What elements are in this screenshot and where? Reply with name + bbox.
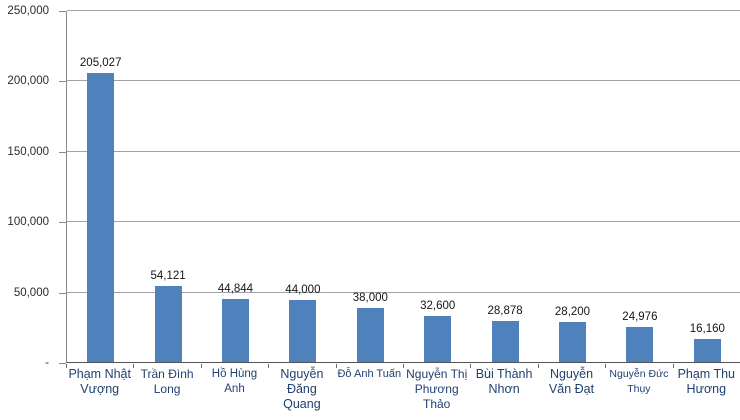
gridline: [67, 10, 740, 11]
y-axis-tick-mark: [59, 363, 66, 364]
bar-value-label: 32,600: [420, 300, 456, 312]
x-axis-tick-mark: [605, 364, 606, 368]
x-axis-tick-mark: [66, 364, 67, 368]
bar: [87, 73, 115, 362]
x-axis-tick-mark: [268, 364, 269, 368]
bar-value-label: 44,000: [285, 284, 321, 296]
bar: [491, 321, 519, 362]
y-axis-tick-label: 200,000: [7, 75, 49, 88]
category-label: Trần Đình Long: [140, 367, 194, 396]
gridline: [67, 80, 740, 82]
y-axis-tick-mark: [59, 292, 66, 294]
category-label: Đỗ Anh Tuấn: [337, 368, 402, 380]
bar-value-label: 38,000: [352, 292, 388, 304]
category-label: Nguyễn Đăng Quang: [280, 367, 324, 411]
y-axis-tick-label: -: [45, 357, 49, 369]
category-label: Nguyễn Văn Đạt: [548, 367, 595, 396]
category-label: Phạm Thu Hương: [677, 367, 736, 396]
y-axis-tick-mark: [59, 81, 66, 83]
gridline: [67, 150, 740, 152]
bar: [222, 299, 249, 362]
y-axis-tick-mark: [59, 222, 66, 224]
bar-value-label: 16,160: [689, 323, 725, 335]
category-label: Bùi Thành Nhơn: [475, 367, 533, 396]
y-axis-tick-mark: [59, 11, 66, 12]
x-axis-labels: Phạm Nhật Vượng Trần Đình Long Hồ Hùng Anh…: [66, 367, 740, 420]
bar: [424, 316, 452, 362]
category-label: Phạm Nhật Vượng: [68, 367, 131, 396]
bar-value-label: 205,027: [79, 57, 122, 69]
bar: [356, 308, 384, 362]
y-axis-tick-mark: [59, 151, 66, 153]
x-axis-tick-mark: [201, 364, 202, 368]
x-axis-tick-mark: [470, 364, 471, 368]
x-axis-tick-mark: [673, 364, 674, 368]
bar-value-label: 54,121: [150, 270, 186, 282]
bar: [289, 300, 317, 362]
category-label: Nguyễn Thị Phương Thảo: [406, 367, 468, 411]
gridline: [67, 291, 740, 293]
bar-value-label: 28,200: [554, 306, 591, 318]
bar: [154, 286, 182, 362]
x-axis-tick-mark: [538, 364, 539, 368]
x-axis-tick-mark: [133, 364, 134, 368]
y-axis-tick-label: 250,000: [7, 5, 49, 17]
bar-value-label: 24,976: [622, 311, 658, 323]
y-axis-tick-label: 150,000: [7, 145, 49, 158]
x-axis-tick-mark: [403, 364, 404, 368]
y-axis-tick-label: 100,000: [7, 216, 49, 229]
gridline: [67, 221, 740, 223]
bar: [559, 322, 586, 362]
category-label: Nguyễn Đức Thụy: [609, 368, 669, 395]
bar-value-label: 28,878: [487, 305, 523, 317]
x-axis-tick-mark: [336, 364, 337, 368]
bar-value-label: 44,844: [217, 283, 254, 295]
plot-area: 205,027 54,121 44,844 44,000 38,000 32,600 28,…: [66, 10, 740, 363]
y-axis-tick-label: 50,000: [13, 286, 49, 299]
category-label: Hồ Hùng Anh: [211, 368, 258, 395]
bar: [626, 327, 654, 362]
bar: [693, 339, 721, 362]
